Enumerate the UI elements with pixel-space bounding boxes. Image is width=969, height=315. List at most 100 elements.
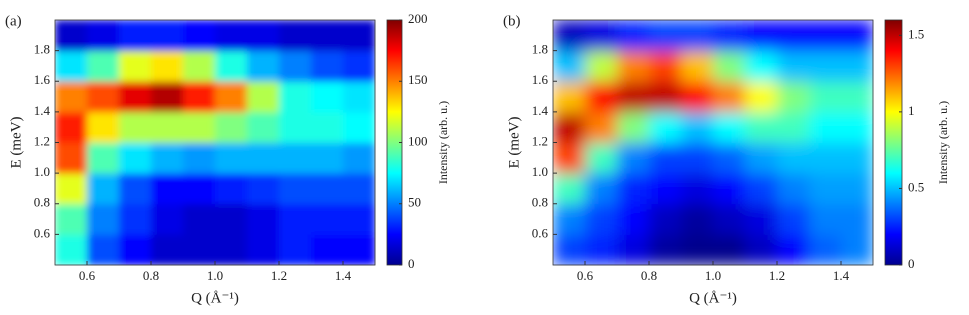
x-tick-label: 0.8: [143, 268, 159, 283]
heatmap-cell: [55, 142, 88, 174]
panel: 0.6 0.8 1.0 1.2 1.4 0.6 0.8 1.0 1.2 1.4 1.6 1.8 Q (Å…: [5, 11, 450, 306]
heatmap-cell: [151, 234, 184, 266]
y-tick-label: 1.8: [34, 42, 50, 57]
panel-label: (a): [5, 13, 22, 29]
heatmap-cell: [215, 173, 248, 205]
heatmap-cells: [55, 20, 376, 266]
heatmap-cell: [215, 81, 248, 113]
heatmap-cell: [649, 111, 682, 143]
heatmap-cell: [809, 111, 842, 143]
heatmap-cell: [87, 111, 120, 143]
heatmap-cell: [215, 111, 248, 143]
y-axis-label: E (meV): [8, 116, 24, 168]
heatmap-cell: [183, 203, 216, 235]
x-axis-label: Q (Å⁻¹): [191, 290, 239, 306]
heatmap-cell: [777, 81, 810, 113]
heatmap-cell: [745, 111, 778, 143]
x-tick-label: 1.4: [335, 268, 352, 283]
heatmap-cell: [841, 50, 874, 82]
heatmap-cell: [119, 203, 152, 235]
heatmap-cell: [343, 234, 376, 266]
heatmap-cell: [585, 173, 618, 205]
heatmap-cell: [713, 173, 746, 205]
heatmap-cell: [247, 50, 280, 82]
heatmap-cell: [55, 111, 88, 143]
heatmap-cell: [681, 203, 714, 235]
heatmap-cell: [87, 203, 120, 235]
heatmap-cell: [777, 50, 810, 82]
heatmap-cell: [151, 111, 184, 143]
x-tick-label: 1.2: [769, 268, 785, 283]
heatmap-cell: [183, 173, 216, 205]
heatmap-cell: [247, 111, 280, 143]
heatmap-cell: [745, 20, 778, 52]
heatmap-cell: [119, 142, 152, 174]
heatmap-cell: [311, 81, 344, 113]
heatmap-cell: [617, 111, 650, 143]
heatmap-cell: [247, 142, 280, 174]
x-axis-label: Q (Å⁻¹): [689, 290, 737, 306]
heatmap-cell: [279, 20, 312, 52]
heatmap-cell: [343, 203, 376, 235]
heatmap-cell: [279, 81, 312, 113]
x-tick-label: 1.4: [833, 268, 850, 283]
colorbar-tick-label: 1: [908, 103, 915, 118]
x-tick-label: 0.6: [79, 268, 96, 283]
colorbar-label: Intensity (arb. u.): [936, 101, 950, 184]
y-tick-label: 1.6: [34, 72, 51, 87]
heatmap-cell: [311, 234, 344, 266]
heatmap-cell: [119, 81, 152, 113]
colorbar-tick-label: 150: [408, 72, 428, 87]
heatmap-cell: [553, 173, 586, 205]
heatmap-cell: [279, 203, 312, 235]
heatmap-cell: [183, 50, 216, 82]
heatmap-cell: [713, 81, 746, 113]
heatmap-cell: [87, 142, 120, 174]
colorbar-tick-label: 0.5: [908, 179, 924, 194]
heatmap-cell: [215, 142, 248, 174]
y-tick-label: 1.2: [532, 133, 548, 148]
heatmap-cell: [777, 234, 810, 266]
heatmap-cell: [343, 173, 376, 205]
heatmap-cell: [809, 81, 842, 113]
heatmap-cell: [311, 50, 344, 82]
heatmap-cell: [649, 50, 682, 82]
heatmap-cell: [649, 203, 682, 235]
heatmap-cell: [215, 234, 248, 266]
colorbar-tick-label: 0: [908, 256, 915, 271]
heatmap-cell: [713, 50, 746, 82]
heatmap-cell: [343, 20, 376, 52]
heatmap-cell: [553, 142, 586, 174]
heatmap-cell: [151, 50, 184, 82]
heatmap-cell: [279, 111, 312, 143]
heatmap-cell: [55, 20, 88, 52]
heatmap-cell: [681, 234, 714, 266]
heatmap-cell: [183, 20, 216, 52]
heatmap-cell: [617, 50, 650, 82]
heatmap-cell: [617, 81, 650, 113]
heatmap-cell: [151, 173, 184, 205]
heatmap-cell: [585, 81, 618, 113]
heatmap-cell: [311, 111, 344, 143]
heatmap-cell: [585, 50, 618, 82]
heatmap-cell: [585, 20, 618, 52]
heatmap-cell: [649, 234, 682, 266]
heatmap-cell: [809, 173, 842, 205]
heatmap-cell: [311, 173, 344, 205]
y-tick-label: 0.6: [34, 225, 51, 240]
heatmap-cell: [119, 20, 152, 52]
heatmap-cell: [777, 203, 810, 235]
heatmap-cell: [777, 111, 810, 143]
heatmap-cell: [841, 203, 874, 235]
heatmap-cell: [151, 81, 184, 113]
heatmap-cell: [215, 50, 248, 82]
heatmap-cell: [87, 20, 120, 52]
heatmap-cell: [87, 173, 120, 205]
panel-label: (b): [503, 13, 521, 29]
heatmap-cells: [553, 20, 874, 266]
y-tick-label: 0.8: [532, 195, 548, 210]
heatmap-cell: [745, 173, 778, 205]
heatmap-cell: [55, 203, 88, 235]
heatmap-cell: [841, 142, 874, 174]
